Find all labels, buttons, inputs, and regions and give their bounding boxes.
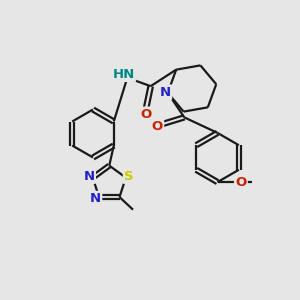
- Text: S: S: [124, 169, 134, 183]
- Text: O: O: [152, 121, 163, 134]
- Text: N: N: [160, 86, 171, 99]
- Text: O: O: [140, 108, 151, 121]
- Text: O: O: [235, 176, 247, 189]
- Text: N: N: [90, 192, 101, 205]
- Text: HN: HN: [112, 68, 135, 81]
- Text: N: N: [84, 169, 95, 183]
